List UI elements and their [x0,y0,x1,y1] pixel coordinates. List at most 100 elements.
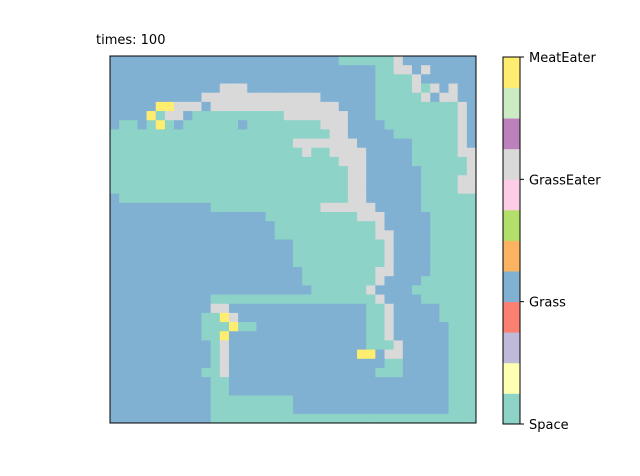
heatmap-cell-grass [466,56,477,66]
heatmap-cell-grass [320,395,330,406]
heatmap-cell-grass [192,248,202,259]
heatmap-cell-space [457,367,468,378]
heatmap-cell-space [183,129,193,139]
heatmap-cell-grass [347,83,358,94]
heatmap-cell-grass [228,377,239,387]
heatmap-cell-grass [155,202,166,213]
heatmap-cell-grass [164,285,175,295]
heatmap-cell-grass [366,92,376,103]
heatmap-cell-grass [192,358,202,369]
heatmap-cell-grass [174,285,184,295]
heatmap-cell-grasseater [375,221,385,231]
heatmap-cell-grass [137,239,147,250]
heatmap-cell-grass [402,285,413,295]
heatmap-cell-grass [110,349,120,360]
heatmap-cell-space [247,147,257,158]
heatmap-cell-grass [164,221,175,231]
heatmap-cell-space [228,404,239,415]
heatmap-cell-grasseater [393,340,404,351]
heatmap-cell-space [155,175,166,185]
heatmap-cell-space [274,221,285,231]
heatmap-cell-grasseater [375,294,385,305]
heatmap-cell-grass [238,74,248,84]
heatmap-cell-space [155,129,166,139]
heatmap-cell-grass [375,358,385,369]
heatmap-cell-grass [238,276,248,286]
heatmap-cell-space [439,294,449,305]
heatmap-cell-grass [393,322,404,332]
heatmap-cell-grass [174,395,184,406]
heatmap-cell-grass [155,221,166,231]
heatmap-cell-space [421,285,431,295]
heatmap-cell-space [466,404,477,415]
heatmap-cell-grass [155,267,166,277]
heatmap-cell-space [283,193,294,204]
heatmap-cell-grasseater [384,322,395,332]
heatmap-cell-grass [274,65,285,75]
heatmap-cell-grasseater [393,56,404,66]
heatmap-cell-grass [402,349,413,360]
heatmap-cell-grass [174,56,184,66]
heatmap-cell-grass [183,92,193,103]
heatmap-cell-space [402,92,413,103]
heatmap-cell-grass [347,120,358,130]
heatmap-cell-space [457,294,468,305]
heatmap-cell-grass [393,386,404,396]
heatmap-cell-grasseater [375,267,385,277]
heatmap-cell-grass [183,367,193,378]
heatmap-cell-grass [110,211,120,222]
heatmap-cell-space [274,129,285,139]
heatmap-cell-space [466,349,477,360]
heatmap-cell-space [439,239,449,250]
heatmap-cell-grasseater [421,92,431,103]
heatmap-cell-grass [265,230,276,240]
heatmap-cell-space [283,404,294,415]
heatmap-cell-space [320,285,330,295]
heatmap-cell-space [466,358,477,369]
heatmap-cell-grass [164,331,175,341]
heatmap-cell-grass [119,303,129,314]
heatmap-cell-grass [110,377,120,387]
heatmap-cell-grass [192,202,202,213]
heatmap-cell-grass [201,294,212,305]
heatmap-cell-grasseater [302,147,312,158]
heatmap-cell-grass [439,56,449,66]
heatmap-cell-grass [430,340,440,351]
heatmap-cell-space [320,184,330,195]
colorbar-segment [503,87,520,119]
heatmap-cell-grasseater [338,129,349,139]
heatmap-cell-grass [174,349,184,360]
heatmap-cell-grass [466,111,477,121]
heatmap-cell-grasseater [283,111,294,121]
heatmap-cell-grass [210,221,221,231]
heatmap-cell-grass [128,202,138,213]
heatmap-cell-grasseater [183,101,193,112]
heatmap-cell-grass [174,413,184,424]
heatmap-cell-space [265,193,276,204]
heatmap-cell-grass [164,386,175,396]
heatmap-cell-grass [146,230,157,240]
heatmap-cell-grass [393,138,404,149]
heatmap-cell-space [283,147,294,158]
heatmap-cell-grass [283,349,294,360]
heatmap-cell-space [375,239,385,250]
heatmap-cell-space [283,120,294,130]
heatmap-cell-grass [393,221,404,231]
heatmap-cell-grass [411,211,422,222]
heatmap-cell-space [320,248,330,259]
heatmap-cell-space [137,129,147,139]
heatmap-cell-space [430,285,440,295]
heatmap-cell-space [247,404,257,415]
heatmap-cell-space [146,147,157,158]
heatmap-cell-space [457,349,468,360]
heatmap-cell-space [210,193,221,204]
heatmap-cell-space [338,56,349,66]
heatmap-cell-grass [375,138,385,149]
heatmap-cell-space [375,248,385,259]
heatmap-cell-grass [183,312,193,323]
heatmap-cell-space [293,248,303,259]
heatmap-cell-grass [128,386,138,396]
heatmap-cell-grass [421,312,431,323]
heatmap-cell-space [384,83,395,94]
heatmap-cell-space [448,147,459,158]
